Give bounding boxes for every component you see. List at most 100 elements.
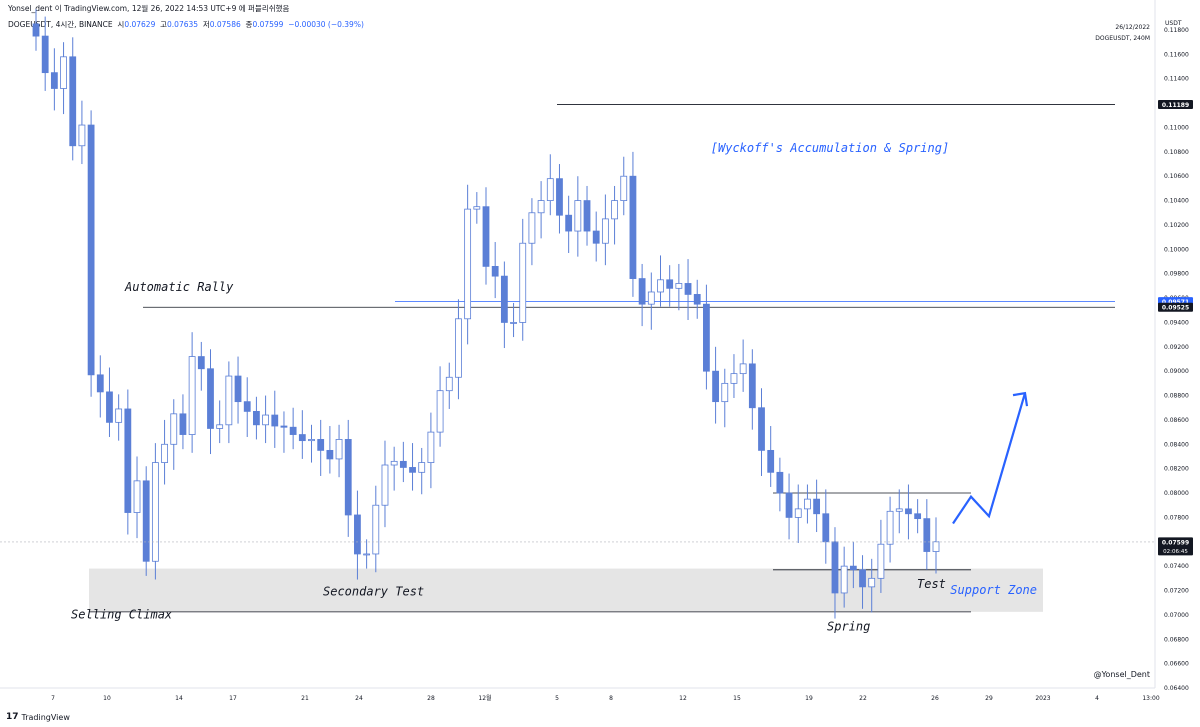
x-tick-label-11: 15	[733, 695, 741, 702]
candle-body-82	[785, 492, 793, 518]
y-tick-label-27: 0.06400	[1164, 685, 1189, 692]
candle-body-59	[574, 200, 582, 232]
y-tick-label-17: 0.08400	[1164, 441, 1189, 448]
candle-body-87	[831, 541, 839, 594]
candle-body-1	[41, 35, 49, 74]
support-zone-label: Support Zone	[950, 583, 1037, 597]
candle-body-64	[620, 175, 628, 201]
projection-arrowhead	[1012, 391, 1029, 407]
candle-body-4	[69, 56, 77, 147]
x-tick-label-1: 10	[103, 695, 111, 702]
candle-body-14	[161, 443, 168, 463]
candle-body-43	[427, 431, 435, 463]
price-tag-label-0: 0.11189	[1162, 102, 1189, 109]
candle-body-18	[197, 356, 205, 370]
y-tick-label-23: 0.07200	[1164, 588, 1189, 595]
x-tick-label-2: 14	[175, 695, 183, 702]
candle-body-19	[207, 368, 214, 429]
x-tick-label-3: 17	[229, 695, 237, 702]
candle-body-33	[335, 439, 343, 460]
candle-body-50	[491, 265, 499, 277]
snapshot-info: 26/12/2022 DOGEUSDT, 240M	[1095, 22, 1150, 44]
x-tick-label-7: 12월	[478, 694, 491, 702]
candle-body-73	[703, 303, 710, 372]
candle-body-53	[519, 242, 527, 323]
x-tick-label-13: 22	[859, 695, 867, 702]
candle-body-94	[895, 508, 903, 512]
y-tick-label-16: 0.08600	[1164, 417, 1189, 424]
candle-body-13	[151, 462, 159, 562]
candle-body-78	[748, 363, 756, 409]
y-tick-label-7: 0.10400	[1164, 198, 1189, 205]
y-tick-label-6: 0.10600	[1164, 173, 1189, 180]
y-tick-label-5: 0.10800	[1164, 149, 1189, 156]
candle-body-49	[482, 206, 490, 267]
candle-body-8	[106, 391, 113, 423]
candle-body-37	[372, 504, 380, 555]
candle-body-11	[133, 480, 141, 513]
y-tick-label-0: 0.11800	[1164, 27, 1189, 34]
candle-body-85	[813, 498, 821, 515]
symbol-label[interactable]: DOGEUSDT, 4시간, BINANCE	[8, 20, 113, 29]
candle-body-31	[317, 439, 325, 451]
y-tick-label-14: 0.09000	[1164, 368, 1189, 375]
x-tick-label-18: 13:00	[1142, 695, 1159, 702]
candle-body-17	[188, 356, 196, 435]
candle-body-2	[50, 72, 58, 89]
y-tick-label-15: 0.08800	[1164, 393, 1189, 400]
x-tick-label-5: 24	[355, 695, 363, 702]
high-value: 0.07635	[167, 20, 199, 29]
high-label: 고	[160, 20, 168, 29]
price-tag-box-2	[1158, 302, 1193, 312]
candle-body-7	[96, 374, 104, 393]
candle-body-35	[354, 514, 361, 555]
low-label: 저	[202, 20, 210, 29]
y-tick-label-2: 0.11400	[1164, 76, 1189, 83]
candle-body-51	[500, 275, 508, 323]
candle-body-61	[592, 230, 600, 244]
y-tick-label-25: 0.06800	[1164, 636, 1189, 643]
candle-body-63	[611, 200, 618, 220]
candle-body-57	[556, 178, 563, 216]
candle-body-70	[675, 283, 683, 289]
x-tick-label-12: 19	[805, 695, 813, 702]
candle-body-60	[583, 200, 591, 232]
y-tick-label-22: 0.07400	[1164, 563, 1189, 570]
annotation-2: Secondary Test	[323, 584, 424, 598]
price-tag-label-1: 0.09571	[1162, 299, 1189, 306]
price-tag-label-3: 0.07599	[1162, 539, 1189, 546]
y-tick-label-10: 0.09800	[1164, 271, 1189, 278]
footer-brand[interactable]: 𝟭𝟳 TradingView	[6, 712, 70, 722]
candle-body-80	[767, 449, 775, 473]
support-zone	[89, 568, 1043, 612]
annotation-1: Selling Climax	[71, 608, 173, 622]
annotation-4: Test	[917, 577, 946, 591]
candle-body-6	[87, 124, 95, 376]
tradingview-logo-icon: 𝟭𝟳	[6, 712, 19, 722]
candle-body-0	[32, 23, 40, 37]
candle-body-39	[390, 460, 398, 466]
snapshot-date: 26/12/2022	[1115, 24, 1150, 31]
x-tick-label-4: 21	[301, 695, 309, 702]
chart-header-attribution: Yonsel_dent 이 TradingView.com, 12월 26, 2…	[8, 4, 290, 13]
chart-title: [Wyckoff's Accumulation & Spring]	[711, 141, 949, 155]
candle-body-74	[712, 370, 719, 403]
candle-body-86	[822, 513, 830, 543]
candle-body-38	[381, 464, 389, 506]
candle-body-36	[363, 553, 371, 556]
candle-body-46	[455, 318, 462, 378]
x-tick-label-6: 28	[427, 695, 435, 702]
candle-body-77	[739, 363, 747, 375]
candle-body-25	[262, 414, 269, 426]
candle-body-28	[289, 426, 297, 435]
candle-body-32	[326, 449, 334, 460]
price-tag-sub-3: 02:06:45	[1163, 549, 1188, 555]
candle-body-96	[914, 513, 922, 520]
candle-body-84	[804, 498, 811, 510]
snapshot-symbol: DOGEUSDT, 240M	[1095, 35, 1150, 42]
candle-body-92	[877, 543, 885, 579]
candle-body-15	[170, 413, 178, 445]
candle-body-9	[115, 408, 123, 423]
candle-body-58	[565, 214, 573, 232]
